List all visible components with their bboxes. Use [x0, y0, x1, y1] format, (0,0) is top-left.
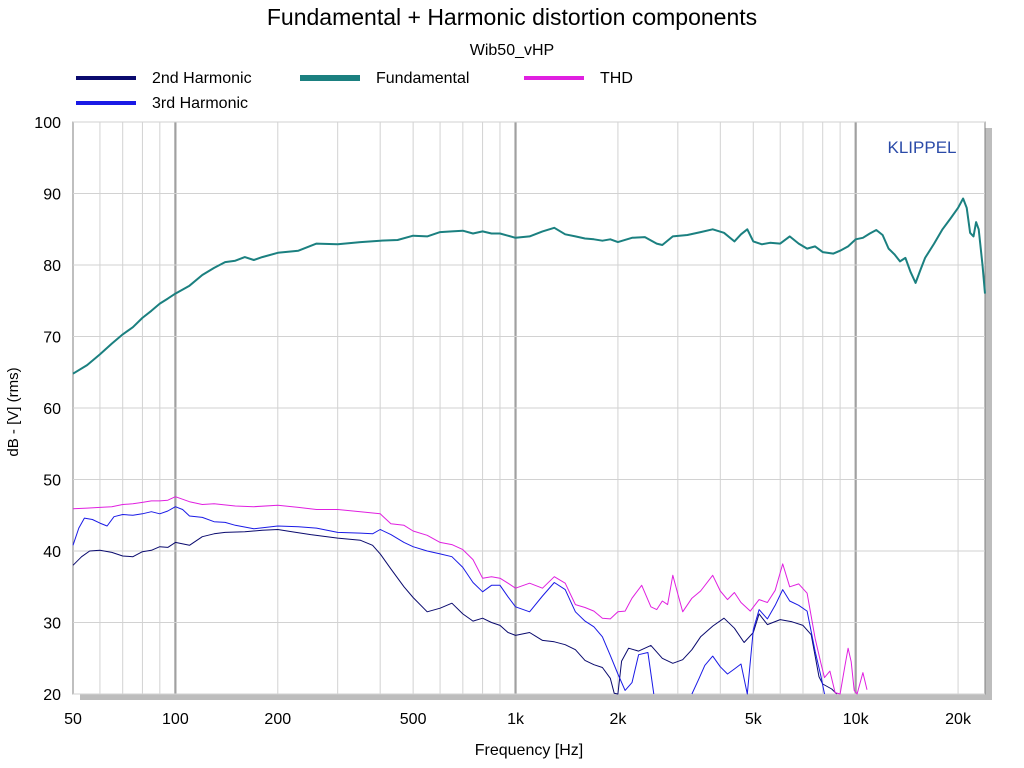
x-tick-label: 5k	[745, 711, 763, 728]
curves	[72, 197, 986, 695]
x-tick-label: 1k	[507, 711, 525, 728]
chart-title: Fundamental + Harmonic distortion compon…	[267, 4, 757, 30]
series-3rd-harmonic-b-line	[691, 589, 825, 695]
x-tick-label: 10k	[843, 711, 870, 728]
series-thd-line	[72, 496, 868, 695]
legend-item-thd: THD	[524, 70, 633, 87]
watermark-text: KLIPPEL	[888, 138, 957, 157]
series-2nd-harmonic-line	[72, 529, 838, 695]
x-tick-label: 200	[264, 711, 291, 728]
y-tick-label: 90	[43, 187, 61, 204]
legend-item-fundamental: Fundamental	[300, 70, 469, 87]
x-axis-label: Frequency [Hz]	[475, 742, 583, 759]
y-tick-label: 30	[43, 616, 61, 633]
x-tick-label: 50	[64, 711, 82, 728]
y-tick-label: 20	[43, 687, 61, 704]
x-tick-label: 100	[162, 711, 189, 728]
chart-subtitle: Wib50_vHP	[470, 42, 554, 59]
legend-item-2nd-harmonic: 2nd Harmonic	[76, 70, 252, 87]
x-tick-label: 500	[400, 711, 427, 728]
legend-label-2nd-harmonic: 2nd Harmonic	[152, 70, 252, 87]
y-tick-label: 40	[43, 544, 61, 561]
y-axis-label: dB - [V] (rms)	[5, 367, 22, 456]
x-tick-label: 2k	[609, 711, 627, 728]
y-tick-label: 50	[43, 473, 61, 490]
grid	[73, 121, 985, 695]
y-tick-label: 70	[43, 330, 61, 347]
legend-label-3rd-harmonic: 3rd Harmonic	[152, 95, 248, 112]
legend-label-thd: THD	[600, 70, 633, 87]
y-tick-label: 60	[43, 401, 61, 418]
legend: 2nd Harmonic Fundamental THD 3rd Harmoni…	[76, 70, 633, 112]
series-3rd-harmonic-line	[72, 506, 655, 695]
legend-item-3rd-harmonic: 3rd Harmonic	[76, 95, 248, 112]
y-tick-label: 100	[34, 115, 61, 132]
x-tick-label: 20k	[945, 711, 972, 728]
legend-label-fundamental: Fundamental	[376, 70, 469, 87]
y-tick-label: 80	[43, 258, 61, 275]
tick-labels: 50 100 200 500 1k 2k 5k 10k 20k 20 30 40 50 60 70 80 90 1…	[34, 115, 972, 728]
series-fundamental-line	[72, 197, 986, 375]
